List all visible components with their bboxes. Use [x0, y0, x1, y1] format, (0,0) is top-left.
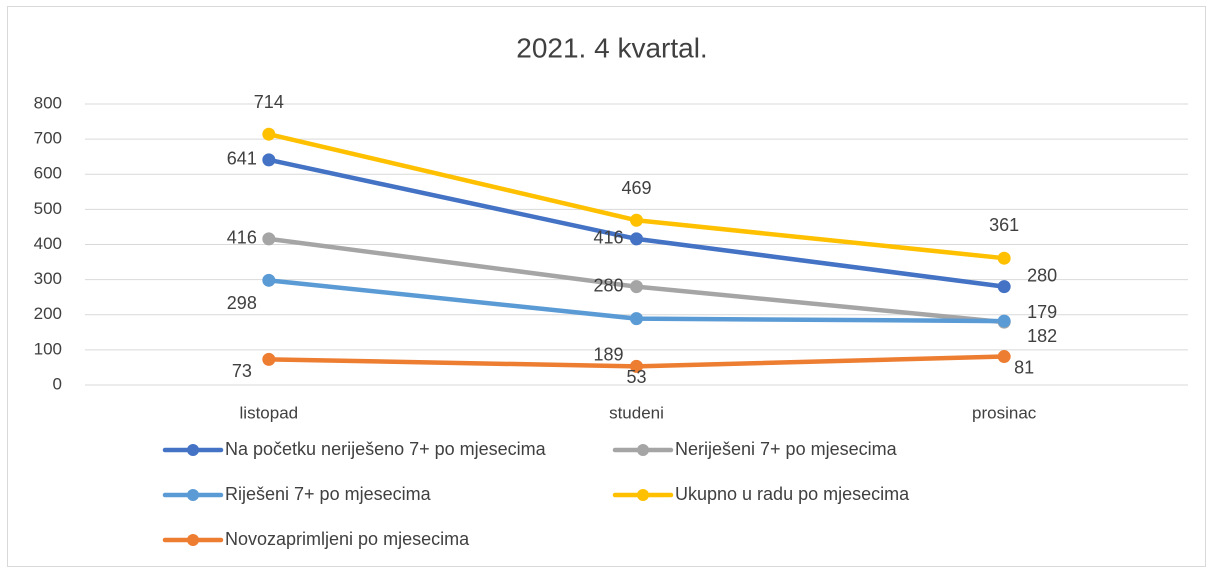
point: [997, 251, 1011, 265]
point: [630, 312, 643, 326]
x-tick-label: listopad: [240, 403, 299, 422]
data-label: 361: [989, 215, 1019, 235]
data-label: 714: [254, 92, 284, 112]
y-tick-label: 400: [34, 234, 62, 253]
legend-label: Riješeni 7+ po mjesecima: [225, 484, 432, 504]
legend-marker: [187, 489, 199, 501]
y-tick-label: 600: [34, 164, 62, 183]
data-label: 81: [1014, 357, 1034, 377]
data-label: 469: [621, 178, 651, 198]
point: [262, 153, 276, 167]
chart-title: 2021. 4 kvartal.: [516, 32, 707, 63]
legend-label: Novozaprimljeni po mjesecima: [225, 529, 470, 549]
y-tick-label: 200: [34, 304, 62, 323]
data-label: 416: [227, 228, 257, 248]
y-tick-label: 100: [34, 339, 62, 358]
legend-marker: [187, 534, 199, 546]
data-label: 298: [227, 293, 257, 313]
data-label: 280: [593, 275, 623, 295]
legend-label: Neriješeni 7+ po mjesecima: [675, 439, 898, 459]
point: [262, 273, 276, 287]
point: [262, 127, 276, 141]
y-tick-label: 700: [34, 129, 62, 148]
legend-label: Na početku neriješeno 7+ po mjesecima: [225, 439, 547, 459]
legend-marker: [637, 489, 649, 501]
y-tick-label: 300: [34, 269, 62, 288]
data-label: 280: [1027, 265, 1057, 285]
point: [997, 280, 1011, 294]
legend-label: Ukupno u radu po mjesecima: [675, 484, 910, 504]
point: [630, 280, 643, 294]
legend-marker: [187, 444, 199, 456]
point: [997, 350, 1011, 364]
point: [997, 314, 1011, 328]
data-label: 182: [1027, 326, 1057, 346]
point: [630, 359, 643, 373]
data-label: 416: [593, 228, 623, 248]
data-label: 189: [593, 344, 623, 364]
point: [630, 213, 643, 227]
data-label: 53: [626, 367, 646, 387]
point: [262, 232, 276, 246]
data-label: 179: [1027, 302, 1057, 322]
point: [262, 352, 276, 366]
x-tick-label: studeni: [609, 403, 664, 422]
data-label: 641: [227, 149, 257, 169]
x-tick-label: prosinac: [972, 403, 1037, 422]
y-tick-label: 0: [53, 374, 62, 393]
point: [630, 232, 643, 246]
data-label: 73: [232, 361, 252, 381]
legend-marker: [637, 444, 649, 456]
y-tick-label: 800: [34, 93, 62, 112]
y-tick-label: 500: [34, 199, 62, 218]
